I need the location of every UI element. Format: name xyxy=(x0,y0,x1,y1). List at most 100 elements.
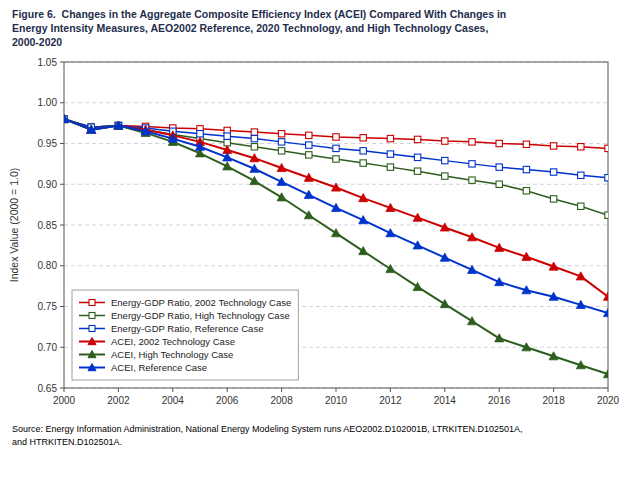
point xyxy=(87,125,96,133)
y-tick xyxy=(60,306,64,307)
point xyxy=(576,272,585,280)
series xyxy=(64,116,608,181)
series-line xyxy=(64,119,608,178)
point xyxy=(549,352,558,360)
point xyxy=(278,131,284,137)
x-tick-label: 2000 xyxy=(53,395,76,406)
point xyxy=(550,196,556,202)
point xyxy=(549,262,558,270)
chart: Figure 6. Changes in the Aggregate Compo… xyxy=(0,0,624,480)
point xyxy=(304,173,313,181)
y-axis: 0.650.700.750.800.850.900.951.001.05Inde… xyxy=(8,57,64,394)
point xyxy=(605,145,608,151)
x-tick-label: 2002 xyxy=(107,395,130,406)
point xyxy=(168,134,177,142)
legend-item: ACEI, 2002 Technology Case xyxy=(79,336,235,347)
point xyxy=(360,148,366,154)
x-tick-label: 2006 xyxy=(216,395,239,406)
point xyxy=(387,164,393,170)
grid xyxy=(64,62,608,388)
legend-label: ACEI, High Technology Case xyxy=(111,349,233,360)
legend-item: ACEI, High Technology Case xyxy=(79,349,233,360)
series-line xyxy=(64,119,608,374)
title-line: 2000-2020 xyxy=(12,36,62,48)
legend-item: ACEI, Reference Case xyxy=(79,362,207,373)
series xyxy=(64,115,608,301)
x-tick xyxy=(64,388,65,392)
legend-label: Energy-GDP Ratio, Reference Case xyxy=(111,323,263,334)
point xyxy=(576,361,585,369)
point xyxy=(413,213,422,221)
y-tick xyxy=(60,62,64,63)
y-tick-label: 1.00 xyxy=(38,97,58,108)
point xyxy=(550,169,556,175)
point xyxy=(414,168,420,174)
source-note: and HTRKITEN.D102501A. xyxy=(12,437,122,447)
x-tick-label: 2012 xyxy=(379,395,402,406)
point xyxy=(223,153,232,161)
point xyxy=(360,160,366,166)
point xyxy=(578,172,584,178)
point xyxy=(64,115,69,123)
legend-label: Energy-GDP Ratio, High Technology Case xyxy=(111,310,290,321)
point xyxy=(468,233,477,241)
x-tick-label: 2020 xyxy=(597,395,620,406)
point xyxy=(250,154,259,162)
point xyxy=(414,154,420,160)
x-tick xyxy=(227,388,228,392)
point xyxy=(440,300,449,308)
legend-marker xyxy=(89,300,95,306)
x-axis: 2000200220042006200820102012201420162018… xyxy=(53,388,620,406)
x-tick xyxy=(281,388,282,392)
x-tick xyxy=(553,388,554,392)
point xyxy=(578,144,584,150)
point xyxy=(359,194,368,202)
point xyxy=(468,265,477,273)
point xyxy=(386,203,395,211)
point xyxy=(278,148,284,154)
point xyxy=(522,286,531,294)
x-tick-label: 2004 xyxy=(162,395,185,406)
point xyxy=(386,265,395,273)
point xyxy=(224,133,230,139)
y-tick-label: 0.70 xyxy=(38,342,58,353)
plot-data xyxy=(64,115,608,378)
y-tick xyxy=(60,388,64,389)
legend-label: ACEI, 2002 Technology Case xyxy=(111,336,235,347)
y-tick-label: 0.90 xyxy=(38,179,58,190)
point xyxy=(386,229,395,237)
point xyxy=(496,164,502,170)
legend-item: Energy-GDP Ratio, 2002 Technology Case xyxy=(79,297,291,308)
point xyxy=(523,141,529,147)
point xyxy=(440,223,449,231)
y-tick xyxy=(60,184,64,185)
x-tick-label: 2016 xyxy=(488,395,511,406)
y-tick-label: 1.05 xyxy=(38,57,58,68)
legend-marker xyxy=(88,351,96,358)
legend-marker xyxy=(88,338,96,345)
legend-item: Energy-GDP Ratio, Reference Case xyxy=(79,323,263,334)
point xyxy=(523,166,529,172)
point xyxy=(604,292,609,300)
series xyxy=(64,116,608,152)
legend-label: ACEI, Reference Case xyxy=(111,362,207,373)
series-line xyxy=(64,119,608,215)
title-line: Energy Intensity Measures, AEO2002 Refer… xyxy=(12,22,488,34)
point xyxy=(605,212,608,218)
series xyxy=(64,116,608,219)
point xyxy=(495,278,504,286)
point xyxy=(306,132,312,138)
point xyxy=(549,292,558,300)
point xyxy=(440,253,449,261)
point xyxy=(550,143,556,149)
point xyxy=(277,193,286,201)
x-tick xyxy=(336,388,337,392)
point xyxy=(414,136,420,142)
point xyxy=(250,164,259,172)
series-line xyxy=(64,119,608,148)
point xyxy=(469,139,475,145)
point xyxy=(496,181,502,187)
point xyxy=(251,129,257,135)
point xyxy=(251,135,257,141)
point xyxy=(333,134,339,140)
